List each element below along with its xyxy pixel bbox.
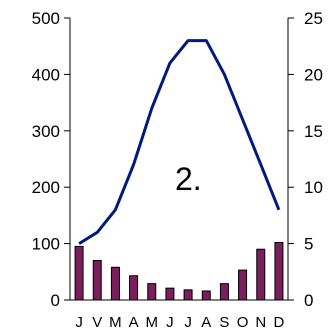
precipitation-bars xyxy=(74,241,284,301)
month-label: M xyxy=(109,314,122,331)
right-y-axis: 0 5 10 15 20 25 xyxy=(287,9,323,310)
precipitation-bar xyxy=(74,245,84,301)
precipitation-bar xyxy=(129,275,139,301)
left-tick-label: 500 xyxy=(32,9,60,28)
month-label: D xyxy=(273,314,284,331)
precipitation-bar xyxy=(165,287,175,301)
month-label: J xyxy=(184,314,192,331)
month-label: M xyxy=(146,314,159,331)
right-tick-label: 5 xyxy=(304,235,313,254)
precipitation-bar xyxy=(238,269,248,301)
month-label: J xyxy=(166,314,174,331)
left-tick-label: 400 xyxy=(32,65,60,84)
right-tick-label: 15 xyxy=(304,122,323,141)
left-y-axis: 0 100 200 300 400 500 xyxy=(32,9,288,310)
month-label: A xyxy=(129,314,139,331)
precipitation-bar xyxy=(274,241,284,301)
month-label: A xyxy=(201,314,211,331)
temperature-line-layer xyxy=(78,39,281,245)
precipitation-bar xyxy=(219,283,229,301)
right-tick-label: 10 xyxy=(304,178,323,197)
left-tick-label: 200 xyxy=(32,178,60,197)
month-label: O xyxy=(237,314,249,331)
month-label: S xyxy=(219,314,229,331)
left-tick-label: 300 xyxy=(32,122,60,141)
precipitation-bar xyxy=(147,283,157,301)
precipitation-bar xyxy=(256,248,266,301)
temperature-line xyxy=(78,39,281,245)
precipitation-bar xyxy=(92,260,102,301)
right-tick-label: 25 xyxy=(304,9,323,28)
chart-number-label: 2. xyxy=(175,161,202,197)
left-tick-label: 0 xyxy=(51,291,60,310)
month-label: N xyxy=(255,314,266,331)
precipitation-bar xyxy=(110,266,120,301)
month-label: J xyxy=(75,314,83,331)
precipitation-bar xyxy=(201,290,211,301)
right-tick-label: 20 xyxy=(304,65,323,84)
month-label: V xyxy=(92,314,102,331)
precipitation-bar xyxy=(183,289,193,301)
right-tick-label: 0 xyxy=(304,291,313,310)
left-tick-label: 100 xyxy=(32,235,60,254)
